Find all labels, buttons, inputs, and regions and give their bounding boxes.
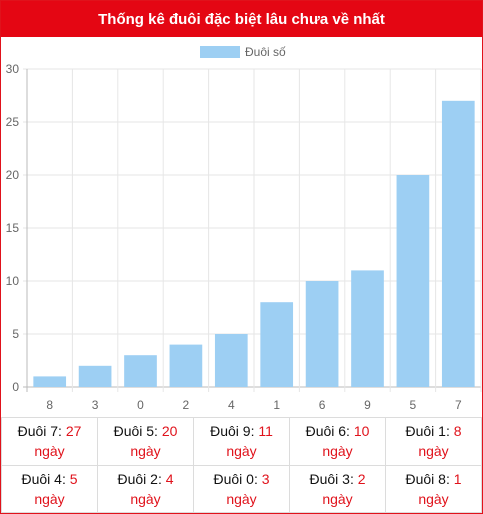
days-unit: ngày: [418, 443, 449, 460]
stats-cell: Đuôi 1: 8 ngày: [385, 417, 482, 466]
stats-cell: Đuôi 9: 11 ngày: [193, 417, 290, 466]
tail-label: Đuôi 0:: [213, 470, 262, 487]
x-tick-label: 4: [228, 398, 235, 412]
bar-1[interactable]: [260, 302, 294, 387]
y-tick-label: 30: [6, 62, 20, 76]
stats-table: Đuôi 7: 27 ngày Đuôi 5: 20 ngày Đuôi 9: 11 ng…: [1, 417, 482, 513]
y-tick-label: 10: [6, 274, 20, 288]
days-count: 8: [453, 423, 462, 440]
tail-label: Đuôi 7:: [17, 423, 66, 440]
days-count: 27: [65, 423, 82, 440]
stats-cell: Đuôi 2: 4 ngày: [97, 464, 194, 513]
days-count: 5: [69, 470, 78, 487]
y-tick-label: 25: [6, 115, 20, 129]
bar-3[interactable]: [78, 365, 112, 387]
x-tick-label: 7: [455, 398, 462, 412]
days-unit: ngày: [322, 490, 353, 507]
tail-label: Đuôi 2:: [117, 470, 166, 487]
bar-7[interactable]: [441, 100, 475, 388]
bar-6[interactable]: [305, 281, 339, 387]
x-tick-label: 3: [92, 398, 99, 412]
stats-cell: Đuôi 7: 27 ngày: [1, 417, 98, 466]
legend-label: Đuôi số: [245, 45, 286, 59]
bar-9[interactable]: [351, 270, 384, 387]
legend[interactable]: Đuôi số: [200, 45, 286, 59]
days-unit: ngày: [34, 443, 65, 460]
x-tick-label: 9: [364, 398, 371, 412]
days-unit: ngày: [322, 443, 353, 460]
days-unit: ngày: [130, 490, 161, 507]
tail-label: Đuôi 9:: [210, 423, 259, 440]
days-unit: ngày: [226, 443, 257, 460]
tail-label: Đuôi 6:: [305, 423, 354, 440]
tail-label: Đuôi 8:: [405, 470, 454, 487]
x-tick-label: 2: [183, 398, 190, 412]
x-tick-label: 1: [273, 398, 280, 412]
panel-title: Thống kê đuôi đặc biệt lâu chưa về nhất: [1, 1, 482, 37]
days-count: 10: [353, 423, 370, 440]
bar-4[interactable]: [214, 334, 248, 387]
tail-label: Đuôi 3:: [309, 470, 358, 487]
days-unit: ngày: [418, 490, 449, 507]
stats-row: Đuôi 4: 5 ngày Đuôi 2: 4 ngày Đuôi 0: 3 ngày Đ…: [1, 464, 482, 513]
x-tick-label: 5: [410, 398, 417, 412]
days-count: 1: [453, 470, 462, 487]
days-unit: ngày: [226, 490, 257, 507]
days-count: 4: [165, 470, 174, 487]
stats-row: Đuôi 7: 27 ngày Đuôi 5: 20 ngày Đuôi 9: 11 ng…: [1, 417, 482, 466]
tail-label: Đuôi 5:: [113, 423, 162, 440]
x-tick-label: 6: [319, 398, 326, 412]
y-tick-label: 15: [6, 221, 20, 235]
stats-cell: Đuôi 8: 1 ngày: [385, 464, 482, 513]
stats-cell: Đuôi 4: 5 ngày: [1, 464, 98, 513]
days-count: 20: [161, 423, 178, 440]
stats-cell: Đuôi 0: 3 ngày: [193, 464, 290, 513]
bar-0[interactable]: [124, 355, 157, 387]
y-tick-label: 20: [6, 168, 20, 182]
stats-cell: Đuôi 5: 20 ngày: [97, 417, 194, 466]
legend-swatch: [200, 46, 240, 58]
bar-5[interactable]: [396, 175, 430, 387]
days-unit: ngày: [34, 490, 65, 507]
bar-8[interactable]: [33, 376, 67, 387]
x-tick-label: 8: [46, 398, 53, 412]
days-count: 11: [258, 423, 273, 440]
stats-cell: Đuôi 3: 2 ngày: [289, 464, 386, 513]
y-tick-label: 5: [12, 327, 19, 341]
y-tick-label: 0: [12, 380, 19, 394]
x-tick-label: 0: [137, 398, 144, 412]
tail-label: Đuôi 1:: [405, 423, 454, 440]
bar-2[interactable]: [169, 344, 203, 387]
days-count: 2: [357, 470, 366, 487]
tail-label: Đuôi 4:: [21, 470, 70, 487]
stats-cell: Đuôi 6: 10 ngày: [289, 417, 386, 466]
days-unit: ngày: [130, 443, 161, 460]
days-count: 3: [261, 470, 270, 487]
